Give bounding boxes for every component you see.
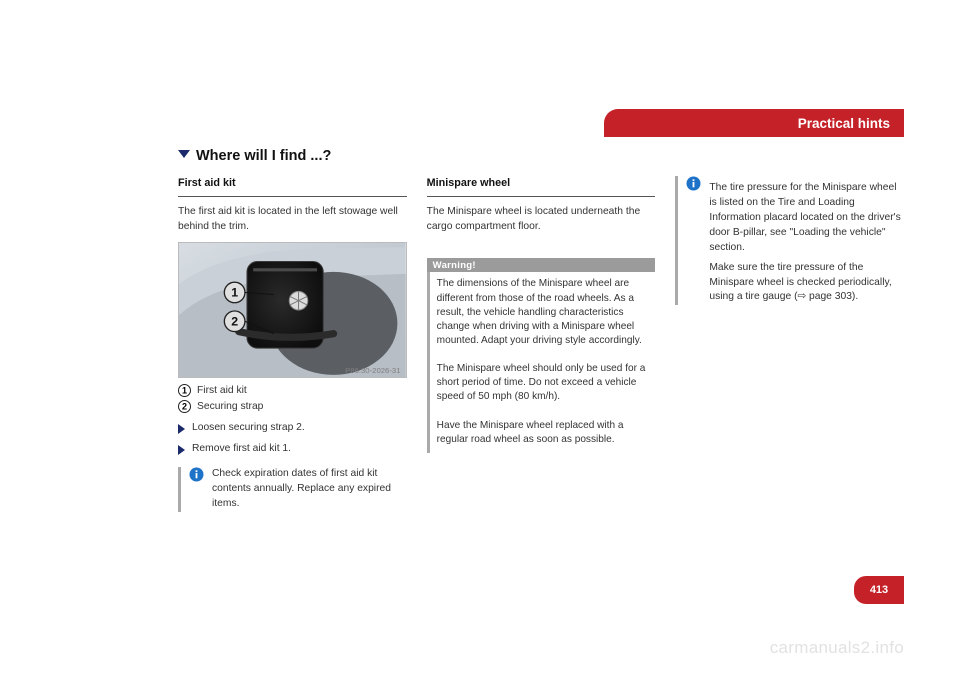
inline-figure: 1 2 P86.30-2026-31 [178, 242, 407, 378]
watermark: carmanuals2.info [770, 638, 904, 658]
info-para: Make sure the tire pressure of the Minis… [709, 261, 904, 306]
body-text: The first aid kit is located in the left… [178, 205, 407, 235]
info-text: The tire pressure for the Minispare whee… [709, 176, 904, 305]
callout-row: 2 Securing strap [178, 400, 407, 415]
body-text: The Minispare wheel is located underneat… [427, 205, 656, 235]
figure-badge-1: 1 [231, 286, 238, 300]
instruction-item: Loosen securing strap 2. [178, 421, 407, 436]
chapter-header: Practical hints [604, 109, 904, 137]
info-text: Check expiration dates of first aid kit … [212, 467, 407, 512]
warning-body: The dimensions of the Minispare wheel ar… [427, 272, 656, 453]
info-note: Check expiration dates of first aid kit … [178, 467, 407, 512]
page-root: Practical hints Where will I find ...? F… [0, 0, 960, 678]
divider [178, 196, 407, 197]
callout-row: 1 First aid kit [178, 384, 407, 399]
info-icon [686, 176, 701, 305]
divider [427, 196, 656, 197]
figure-badge-2: 2 [231, 315, 238, 329]
columns: First aid kit The first aid kit is locat… [178, 152, 904, 558]
warning-label: Warning! [433, 259, 476, 273]
column-1: First aid kit The first aid kit is locat… [178, 152, 407, 558]
info-para: The tire pressure for the Minispare whee… [709, 181, 904, 256]
instruction-text: Loosen securing strap 2. [192, 421, 407, 436]
subsection-header: First aid kit [178, 176, 407, 192]
chapter-title: Practical hints [798, 116, 890, 131]
figure-ref-code: P86.30-2026-31 [345, 366, 400, 375]
instruction-text: Remove first aid kit 1. [192, 442, 407, 457]
callout-label: First aid kit [197, 384, 247, 399]
warning-text: The dimensions of the Minispare wheel ar… [437, 278, 646, 444]
callout-list: 1 First aid kit 2 Securing strap [178, 384, 407, 415]
triangle-bullet-icon [178, 445, 185, 455]
page-number-tab: 413 [854, 576, 904, 604]
triangle-bullet-icon [178, 424, 185, 434]
column-2: Minispare wheel The Minispare wheel is l… [427, 152, 656, 558]
svg-text:2: 2 [182, 402, 187, 412]
first-aid-kit-photo: 1 2 P86.30-2026-31 [178, 242, 407, 378]
number-badge-icon: 2 [178, 400, 191, 413]
info-note: The tire pressure for the Minispare whee… [675, 176, 904, 305]
page-number: 413 [870, 584, 888, 596]
instruction-item: Remove first aid kit 1. [178, 442, 407, 457]
subsection-header: Minispare wheel [427, 176, 656, 192]
info-icon [189, 467, 204, 512]
callout-label: Securing strap [197, 400, 263, 415]
svg-text:1: 1 [182, 386, 187, 396]
column-3: The tire pressure for the Minispare whee… [675, 152, 904, 558]
warning-header: Warning! [427, 258, 656, 272]
number-badge-icon: 1 [178, 384, 191, 397]
